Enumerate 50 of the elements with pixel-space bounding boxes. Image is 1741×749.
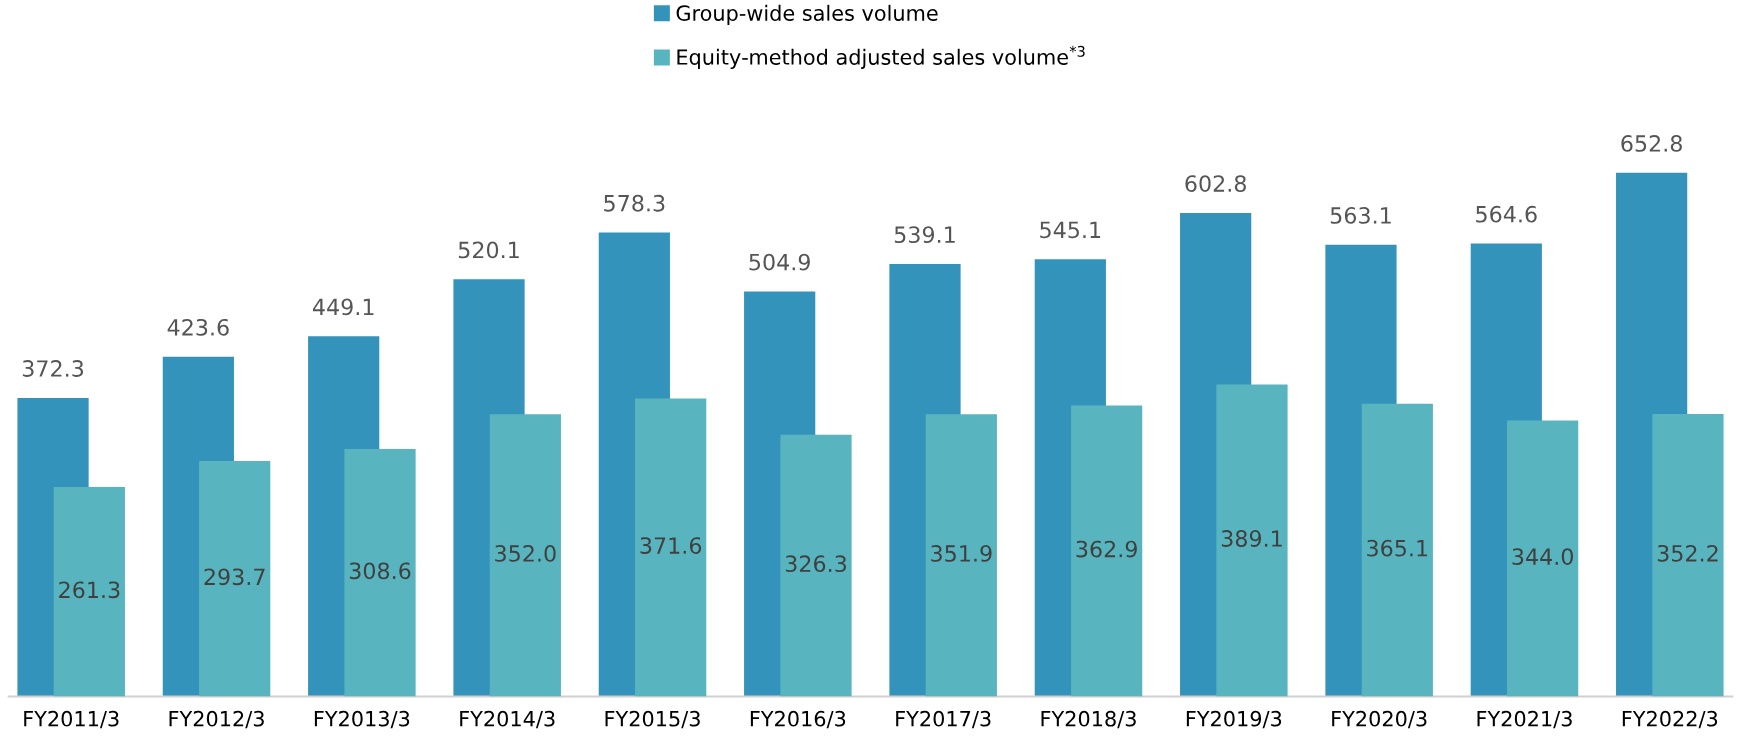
x-tick-label: FY2016/3 [750,710,846,729]
x-tick-label: FY2022/3 [1622,710,1718,729]
data-label: 365.1 [1367,539,1428,557]
data-label: 423.6 [167,318,229,336]
data-label: 578.3 [604,194,665,212]
data-label: 351.9 [931,545,992,562]
bar [1071,405,1143,697]
x-tick-label: FY2020/3 [1332,710,1427,729]
data-label: 520.1 [458,241,519,259]
data-label: 504.9 [749,253,810,271]
bar [344,448,416,697]
data-label: 545.1 [1040,221,1101,239]
x-tick-label: FY2013/3 [314,710,410,729]
data-label: 539.1 [894,226,955,244]
bar [635,398,707,697]
x-tick-label: FY2011/3 [24,710,119,729]
bar [925,414,997,697]
data-label: 449.1 [312,298,374,316]
x-tick-label: FY2019/3 [1186,710,1282,729]
x-tick-label: FY2017/3 [896,710,991,729]
data-label: 602.8 [1185,175,1246,192]
x-tick-label: FY2012/3 [169,710,264,729]
x-tick-label: FY2015/3 [605,710,700,729]
data-label: 326.3 [785,555,847,573]
data-label: 362.9 [1076,540,1137,558]
data-label: 372.3 [22,360,84,377]
bar [1652,414,1724,697]
data-label: 352.2 [1657,544,1718,562]
x-tick-label: FY2014/3 [460,710,555,729]
bar [1507,420,1579,697]
x-tick-label: FY2021/3 [1477,710,1572,729]
data-label: 261.3 [59,581,120,599]
bar [1216,384,1288,697]
bar [489,414,561,697]
bar [53,486,125,697]
data-label: 352.0 [495,545,556,562]
bar [780,434,852,697]
bar [199,460,271,697]
data-label: 564.6 [1476,205,1537,223]
data-label: 389.1 [1221,530,1282,547]
data-label: 293.7 [204,568,265,586]
data-label: 563.1 [1330,207,1391,224]
data-label: 652.8 [1621,135,1682,152]
x-tick-label: FY2018/3 [1041,710,1136,729]
data-label: 308.6 [349,562,411,580]
legend-label: Equity-method adjusted sales volume$^{*3}$ [677,45,1085,69]
legend-label: Group-wide sales volume [676,4,938,25]
bar [1361,403,1433,697]
data-label: 371.6 [640,537,702,554]
data-label: 344.0 [1512,548,1573,566]
